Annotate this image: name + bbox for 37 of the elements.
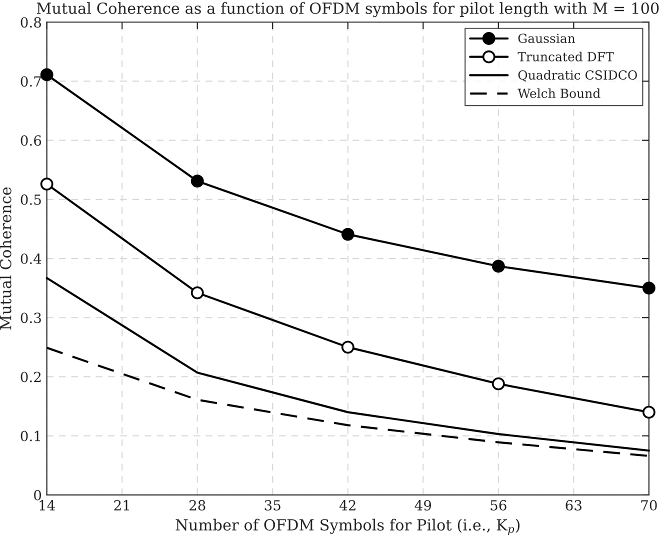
y-tick-label: 0.5	[20, 194, 41, 205]
point	[40, 68, 54, 82]
y-tick-label: 0.2	[20, 372, 41, 382]
y-axis-title: Mutual Coherence	[0, 187, 12, 330]
y-tick-label: 0.6	[20, 135, 42, 146]
y-tick-label: 0.4	[20, 253, 42, 264]
x-tick-label: 70	[641, 500, 657, 511]
y-tick-label: 0.1	[20, 430, 40, 442]
x-tick-label: 35	[264, 500, 280, 511]
legend-label: Quadratic CSIDCO	[518, 70, 637, 82]
point	[341, 340, 354, 354]
x-tick-label: 14	[40, 500, 55, 510]
x-axis-title: Number of OFDM Symbols for Pilot (i.e., K$_{p}$)	[176, 518, 520, 536]
x-tick-label: 28	[189, 500, 206, 511]
line-series	[46, 276, 650, 452]
point	[492, 260, 505, 273]
line-series	[46, 346, 650, 457]
y-tick-label: 0.3	[20, 312, 41, 324]
y-tick-label: 0	[34, 490, 42, 500]
point	[492, 377, 505, 390]
point	[190, 286, 204, 300]
point	[642, 406, 656, 419]
x-tick-label: 63	[566, 500, 582, 511]
y-tick-label: 0.8	[20, 17, 42, 28]
point	[190, 174, 204, 188]
point	[341, 228, 354, 241]
legend-label: Gaussian	[518, 34, 576, 44]
x-tick-label: 42	[339, 500, 356, 510]
y-tick-label: 0.7	[20, 76, 41, 87]
point	[642, 282, 656, 295]
x-tick-label: 56	[490, 500, 506, 511]
legend-label: Welch Bound	[518, 88, 600, 98]
point	[40, 178, 54, 191]
chart-title: Mutual Coherence as a function of OFDM symbols for pilot length with M = 100	[36, 2, 659, 18]
legend-label: Truncated DFT	[518, 52, 614, 62]
x-tick-label: 49	[414, 500, 432, 511]
x-tick-label: 21	[114, 500, 129, 510]
